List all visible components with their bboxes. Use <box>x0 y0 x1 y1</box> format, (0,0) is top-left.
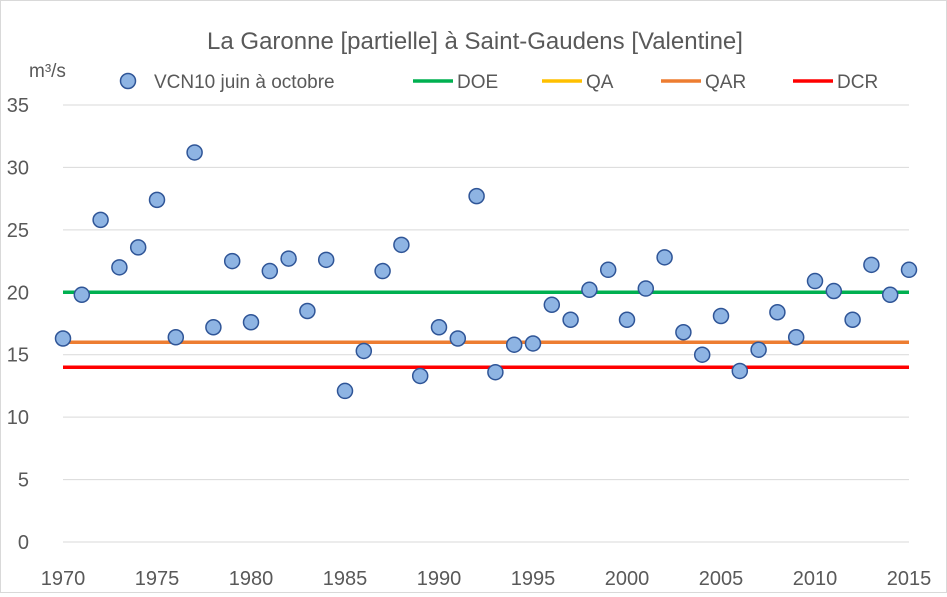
data-point-1988 <box>393 236 410 254</box>
x-tick-label-1995: 1995 <box>511 568 556 590</box>
y-tick-label-20: 20 <box>7 282 29 304</box>
y-tick-label-0: 0 <box>18 532 29 554</box>
x-tick-label-2015: 2015 <box>887 568 932 590</box>
data-point-1974 <box>129 239 147 256</box>
y-tick-label-10: 10 <box>7 407 29 429</box>
x-tick-label-2000: 2000 <box>605 568 650 590</box>
data-point-2009 <box>787 328 805 346</box>
data-point-1981 <box>261 262 279 280</box>
x-tick-label-1985: 1985 <box>323 568 368 590</box>
x-axis-ticks: 1970 1975 1980 1985 1990 1995 2000 2005 2010 2015 <box>41 568 932 590</box>
data-point-1980 <box>242 314 260 331</box>
data-point-1996 <box>543 296 561 314</box>
legend-label-qa: QA <box>586 72 614 93</box>
data-point-1994 <box>505 336 523 353</box>
data-point-1978 <box>205 318 222 336</box>
data-point-2003 <box>675 323 692 341</box>
data-point-1973 <box>111 259 128 276</box>
x-tick-label-2010: 2010 <box>793 568 838 590</box>
legend: VCN10 juin à octobre DOE QA QAR DCR <box>119 72 878 93</box>
x-tick-label-2005: 2005 <box>699 568 744 590</box>
y-tick-label-15: 15 <box>7 345 29 367</box>
data-point-1975 <box>148 191 166 209</box>
data-point-1999 <box>599 261 617 279</box>
y-axis-ticks: 0 5 10 15 20 25 30 35 <box>7 95 29 554</box>
y-axis-unit-label: m³/s <box>29 61 66 82</box>
data-point-1976 <box>167 328 185 346</box>
data-point-1995 <box>524 335 542 352</box>
data-point-2011 <box>825 282 843 300</box>
data-point-2013 <box>863 256 880 274</box>
data-point-1989 <box>411 367 429 385</box>
y-tick-label-35: 35 <box>7 95 29 117</box>
gridlines <box>63 104 909 543</box>
legend-label-qar: QAR <box>705 72 746 93</box>
data-point-1997 <box>562 311 579 329</box>
x-tick-label-1980: 1980 <box>229 568 274 590</box>
x-tick-label-1970: 1970 <box>41 568 86 590</box>
data-point-2006 <box>731 362 749 380</box>
y-tick-label-5: 5 <box>18 470 29 492</box>
data-point-2015 <box>900 261 918 279</box>
data-point-1971 <box>73 286 91 304</box>
data-point-2000 <box>618 311 636 329</box>
data-point-1970 <box>54 330 72 347</box>
x-tick-label-1990: 1990 <box>417 568 462 590</box>
data-point-1993 <box>487 363 504 381</box>
data-point-1983 <box>299 302 316 320</box>
data-point-2014 <box>881 286 899 304</box>
threshold-lines <box>63 290 909 369</box>
y-tick-label-25: 25 <box>7 220 29 242</box>
data-point-2005 <box>712 307 730 325</box>
data-point-2007 <box>750 341 767 358</box>
data-point-1982 <box>280 250 297 267</box>
data-point-1990 <box>430 318 448 336</box>
data-point-1985 <box>336 382 354 400</box>
data-point-2008 <box>769 304 786 321</box>
legend-label-vcn10-juin-octobre: VCN10 juin à octobre <box>154 72 335 93</box>
data-point-2012 <box>844 311 861 329</box>
data-point-1984 <box>317 251 335 269</box>
data-point-1992 <box>468 187 485 205</box>
chart-title: La Garonne [partielle] à Saint-Gaudens [… <box>207 28 743 55</box>
data-point-2002 <box>656 249 673 266</box>
legend-marker-vcn10-juin-octobre <box>119 72 137 90</box>
data-point-2010 <box>806 272 824 290</box>
data-point-1991 <box>449 330 467 347</box>
data-point-2001 <box>637 280 655 297</box>
y-tick-label-30: 30 <box>7 157 29 179</box>
data-point-1998 <box>581 281 598 299</box>
data-point-1979 <box>223 252 241 270</box>
data-points <box>54 144 918 400</box>
data-point-2004 <box>693 346 711 363</box>
legend-label-doe: DOE <box>457 72 498 93</box>
data-point-1977 <box>186 144 203 161</box>
legend-label-dcr: DCR <box>837 72 878 93</box>
data-point-1972 <box>92 211 109 229</box>
x-tick-label-1975: 1975 <box>135 568 180 590</box>
data-point-1986 <box>355 342 373 360</box>
data-point-1987 <box>374 262 391 280</box>
